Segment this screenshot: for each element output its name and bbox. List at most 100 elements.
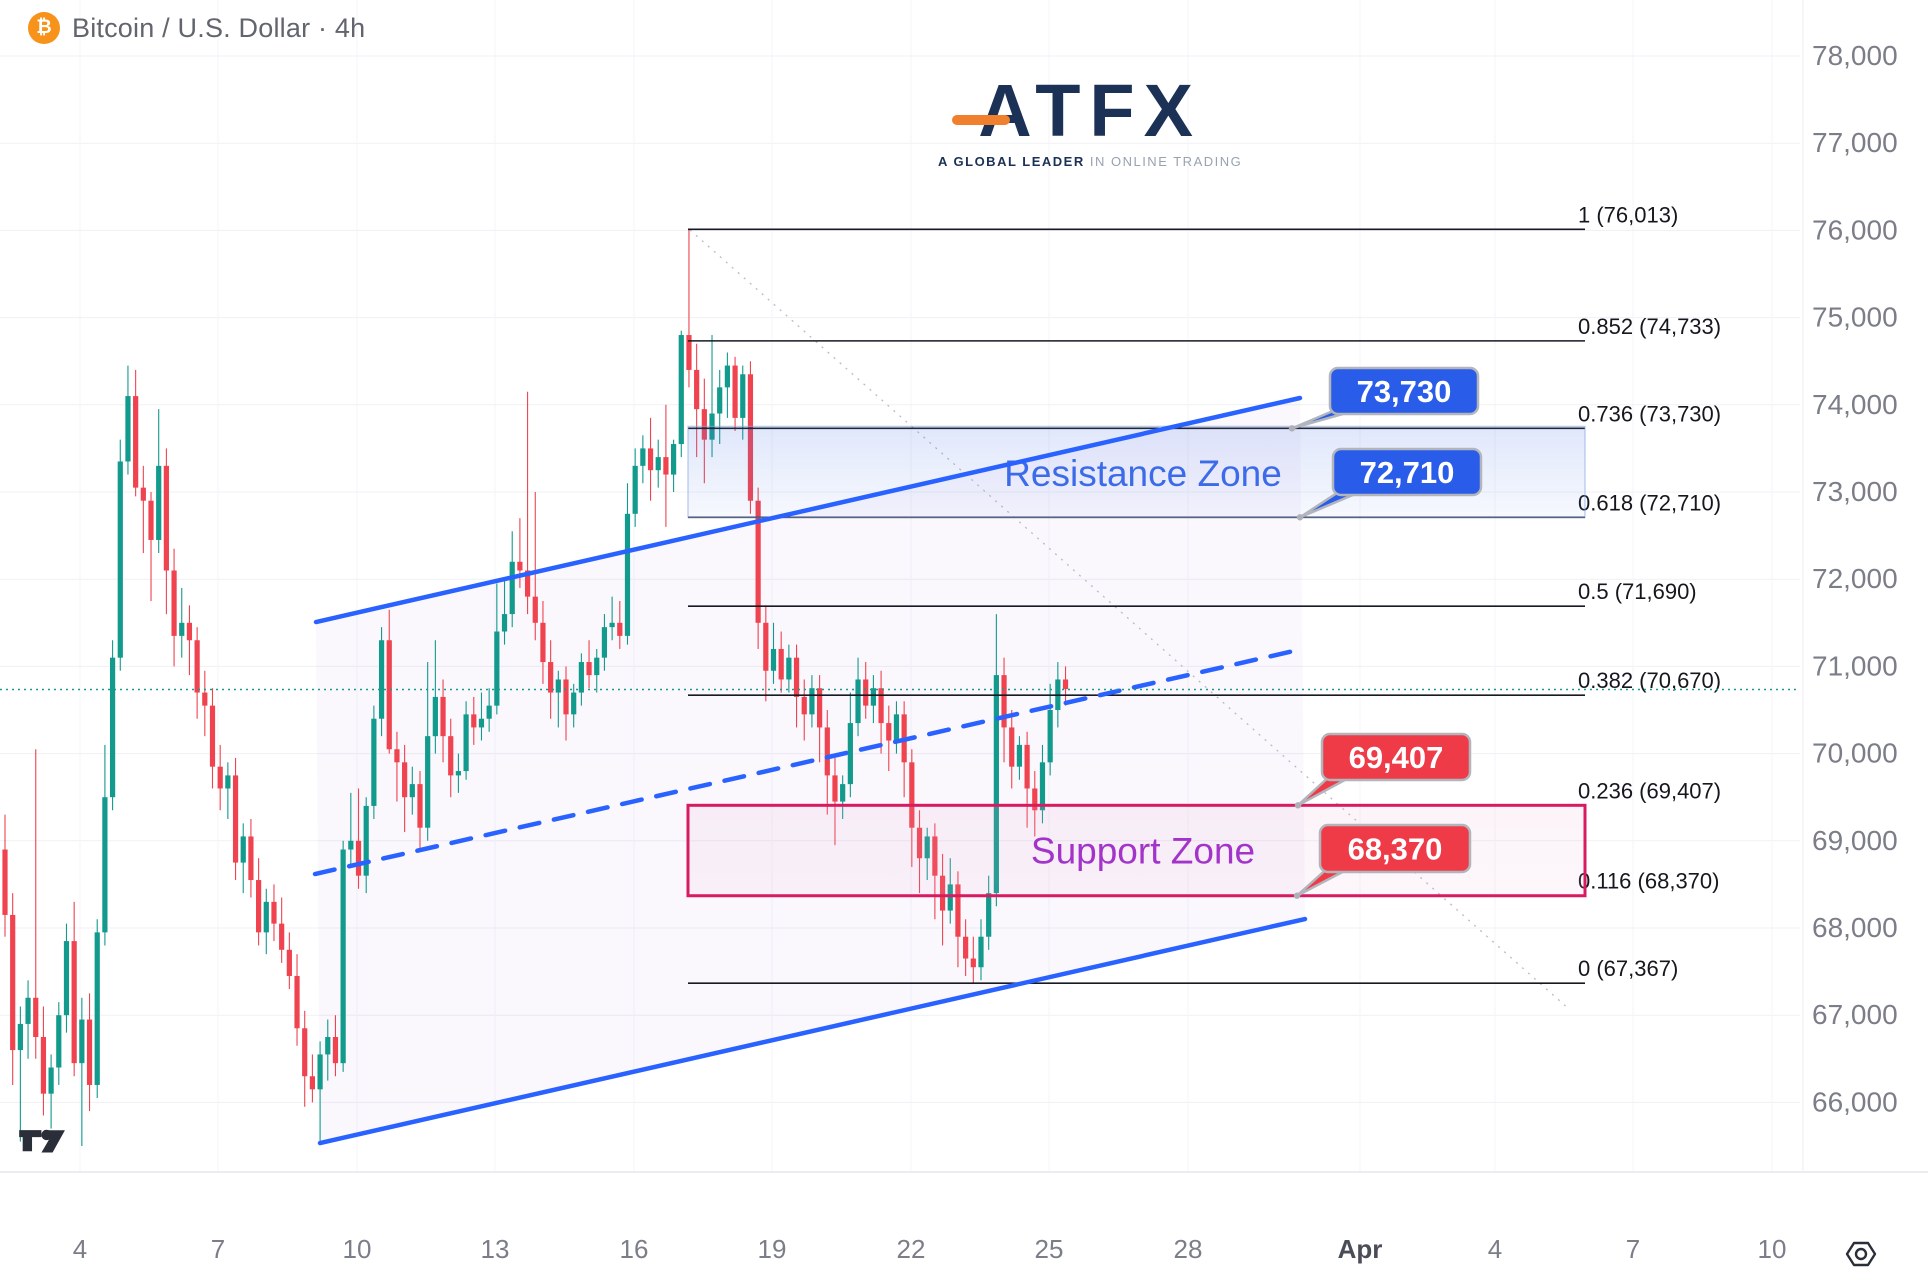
price-axis[interactable]: 78,000 77,000 76,000 75,000 74,000 73,000 72,0… — [1812, 40, 1898, 1117]
candle-body — [163, 465, 169, 571]
callout-price: 73,730 — [1357, 374, 1452, 409]
callout-box — [1331, 447, 1483, 497]
candle-body — [225, 775, 231, 789]
trend-channel[interactable] — [312, 395, 1308, 1146]
candle-body — [171, 570, 177, 636]
time-tick-16: 16 — [620, 1234, 649, 1264]
candle-body — [509, 561, 515, 615]
candle-body — [432, 696, 438, 737]
candle-body — [217, 766, 223, 789]
tradingview-logo-icon[interactable] — [18, 1126, 70, 1171]
callout-price: 69,407 — [1349, 740, 1444, 775]
time-tick-4: 4 — [1488, 1234, 1502, 1264]
atfx-orange-bar-icon — [952, 115, 1011, 125]
candle-body — [571, 692, 577, 715]
price-callout-69407[interactable]: 69,407 — [1294, 732, 1472, 809]
candle-body — [701, 409, 707, 440]
candle-body — [71, 941, 77, 1064]
candle-body — [286, 949, 292, 976]
candle-body — [340, 849, 346, 1064]
candle-body — [870, 688, 877, 706]
callout-anchor-dot — [1288, 425, 1296, 432]
hexagon-settings-icon[interactable] — [1844, 1240, 1878, 1273]
candle-body — [294, 975, 300, 1029]
callout-anchor-dot — [1296, 514, 1304, 521]
candle-body — [993, 675, 999, 894]
support-zone-label: Support Zone — [1031, 831, 1255, 872]
candle-body — [740, 374, 746, 418]
time-tick-7: 7 — [1626, 1234, 1640, 1264]
fib-retracement[interactable]: 1 (76,013) 0.852 (74,733) 0.736 (73,730) 0.… — [688, 202, 1721, 984]
candle-body — [486, 705, 492, 719]
candle-body — [194, 640, 200, 693]
candle-body — [386, 640, 392, 750]
candle-body — [586, 662, 592, 676]
candle-body — [348, 840, 354, 850]
fib-label-0.236: 0.236 (69,407) — [1578, 778, 1721, 803]
callout-price: 68,370 — [1348, 832, 1443, 867]
candle-body — [40, 1037, 47, 1094]
candle-body — [148, 500, 154, 540]
time-tick-22: 22 — [897, 1234, 926, 1264]
candle-body — [863, 679, 869, 706]
price-callout-68370[interactable]: 68,370 — [1293, 823, 1472, 899]
price-tick: 66,000 — [1812, 1086, 1898, 1117]
candle-body — [755, 500, 761, 623]
price-callout-72710[interactable]: 72,710 — [1296, 447, 1483, 521]
time-tick-Apr: Apr — [1338, 1234, 1383, 1264]
symbol-title[interactable]: Bitcoin / U.S. Dollar · 4h — [72, 12, 366, 43]
candle-body — [770, 648, 777, 671]
candle-body — [1032, 788, 1038, 811]
candle-body — [724, 365, 730, 388]
candle-body — [647, 448, 654, 471]
price-callout-73730[interactable]: 73,730 — [1288, 366, 1480, 432]
candle-body — [371, 718, 377, 806]
candle-body — [248, 836, 254, 881]
candle-body — [824, 727, 830, 776]
candle-body — [624, 513, 631, 636]
candle-body — [10, 914, 16, 1051]
channel-fill — [316, 397, 1305, 1144]
candle-body — [417, 784, 423, 828]
candle-body — [1009, 727, 1015, 767]
candle-body — [878, 688, 884, 724]
price-tick: 75,000 — [1812, 302, 1898, 333]
time-tick-10: 10 — [1758, 1234, 1787, 1264]
time-axis[interactable]: 4 7 10 13 16 19 22 25 28 Apr 4 7 10 — [73, 1234, 1787, 1264]
price-tick: 77,000 — [1812, 127, 1898, 158]
candle-body — [394, 749, 400, 763]
candle-body — [302, 1028, 308, 1077]
candle-body — [678, 335, 684, 445]
price-tick: 74,000 — [1812, 389, 1898, 420]
candle-body — [832, 775, 838, 802]
candle-body — [156, 465, 162, 540]
candle-body — [663, 457, 669, 475]
price-tick: 68,000 — [1812, 912, 1898, 943]
atfx-brand-text: ATFX — [978, 69, 1202, 152]
candle-body — [1016, 744, 1023, 767]
callout-box — [1318, 823, 1472, 874]
candle-body — [355, 840, 362, 876]
fib-label-0.852: 0.852 (74,733) — [1578, 314, 1721, 339]
candle-body — [640, 448, 646, 466]
candle-body — [632, 465, 638, 514]
candle-body — [48, 1067, 54, 1094]
candle-body — [79, 1019, 85, 1064]
candle-body — [332, 1037, 339, 1064]
candle-body — [1047, 710, 1053, 763]
price-tick: 69,000 — [1812, 825, 1898, 856]
callout-anchor-dot — [1294, 802, 1302, 809]
candle-body — [409, 784, 415, 798]
candle-body — [563, 679, 569, 715]
candle-body — [694, 369, 700, 410]
time-tick-13: 13 — [481, 1234, 510, 1264]
candle-body — [440, 696, 446, 737]
atfx-logo: ATFX — [952, 74, 1202, 148]
candle-body — [970, 958, 976, 968]
candle-body — [655, 457, 661, 471]
callout-price: 72,710 — [1360, 455, 1455, 490]
channel-upper — [313, 395, 1303, 625]
time-tick-10: 10 — [343, 1234, 372, 1264]
